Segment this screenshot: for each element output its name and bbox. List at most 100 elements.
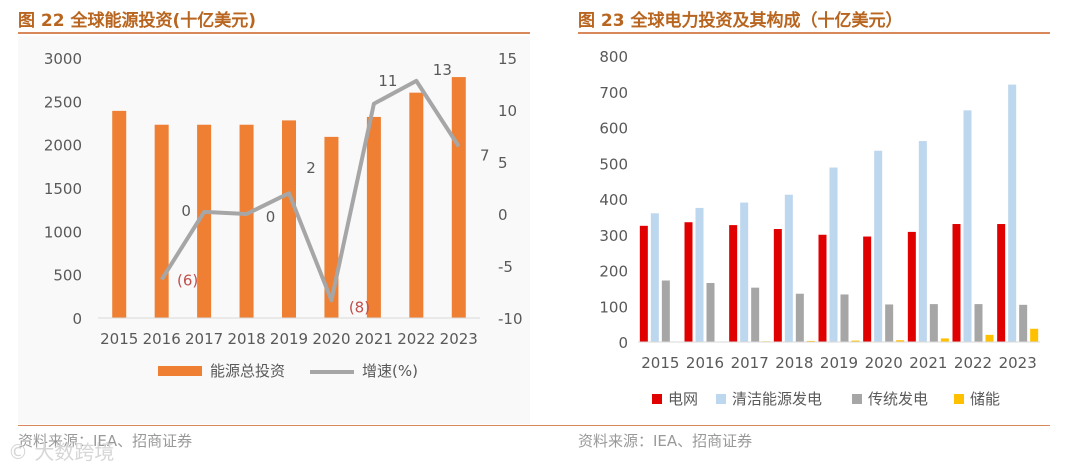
chart1-yright-tick-label: -5	[498, 258, 513, 276]
chart2-bar	[784, 194, 793, 342]
chart1-x-tick-label: 2022	[397, 330, 435, 348]
chart2-legend-swatch	[852, 394, 862, 404]
chart1-bar	[324, 136, 339, 318]
chart2-legend-swatch	[652, 394, 662, 404]
chart1-x-tick-label: 2017	[185, 330, 223, 348]
chart1-yleft-tick-label: 1000	[44, 223, 82, 241]
chart2-bar	[1019, 304, 1028, 342]
chart2-bar	[818, 234, 827, 342]
chart1-legend-label-line: 增速(%)	[362, 362, 418, 380]
chart1-bar	[239, 124, 254, 318]
chart2-legend-label: 传统发电	[868, 390, 928, 408]
chart2-y-tick-label: 400	[599, 191, 628, 209]
chart1-x-tick-label: 2018	[227, 330, 265, 348]
chart1-growth-data-label: (8)	[349, 298, 370, 316]
chart2-bar	[661, 280, 670, 342]
chart2-bar	[840, 294, 849, 342]
chart1-bar	[154, 124, 169, 318]
chart1-bar	[409, 92, 424, 318]
chart1-x-tick-label: 2016	[143, 330, 181, 348]
chart1-growth-data-label: 0	[181, 202, 191, 220]
chart1-growth-data-label: 0	[266, 208, 276, 226]
chart1-yright-tick-label: 0	[498, 206, 508, 224]
chart2-x-tick-label: 2018	[775, 354, 813, 372]
chart1-x-tick-label: 2023	[440, 330, 478, 348]
chart2-bar	[706, 283, 715, 342]
chart2-bar	[773, 229, 782, 342]
chart2-bar	[806, 340, 815, 342]
chart2-bar	[729, 225, 738, 342]
chart2-bar	[896, 340, 905, 342]
chart2-x-tick-label: 2015	[641, 354, 679, 372]
chart2-x-tick-label: 2019	[820, 354, 858, 372]
chart2-bar	[740, 202, 749, 342]
chart2-source: 资料来源：IEA、招商证券	[578, 432, 753, 450]
chart1-bar	[282, 120, 296, 319]
chart2-x-tick-label: 2016	[686, 354, 724, 372]
chart1-yright-tick-label: -10	[498, 310, 523, 328]
chart1-growth-data-label: (6)	[177, 272, 198, 290]
chart2-legend-swatch	[954, 394, 964, 404]
chart2-bar	[963, 110, 972, 342]
chart2-y-tick-label: 100	[599, 298, 628, 316]
chart1-yleft-tick-label: 0	[72, 310, 82, 328]
chart2-bar	[863, 236, 872, 342]
chart1-yleft-tick-label: 1500	[44, 180, 82, 198]
chart1-title: 图 22 全球能源投资(十亿美元)	[18, 11, 257, 31]
chart2-y-tick-label: 0	[618, 334, 628, 352]
chart2-bar	[974, 304, 983, 342]
chart2-title-rule	[578, 32, 1050, 34]
chart1: 0 500 1000 1500 2000 2500 3000 -10 -5 0 5 10 15 2015 2…	[44, 50, 523, 380]
chart2-bar	[940, 338, 949, 342]
chart1-bar	[366, 116, 381, 318]
chart2-bar	[829, 167, 838, 342]
chart2-x-tick-label: 2023	[999, 354, 1037, 372]
chart1-x-tick-label: 2021	[355, 330, 393, 348]
chart2-bar	[695, 207, 704, 342]
chart1-yleft-tick-label: 2000	[44, 137, 82, 155]
chart2-bar	[684, 222, 693, 342]
chart1-title-rule	[18, 32, 530, 34]
chart2-x-tick-label: 2022	[954, 354, 992, 372]
chart2-y-tick-label: 300	[599, 227, 628, 245]
chart2-bar	[1008, 84, 1017, 342]
bottom-rule	[18, 425, 1050, 426]
chart2-bar	[907, 231, 916, 342]
chart1-yleft-tick-label: 500	[53, 267, 82, 285]
chart1-legend-swatch-bar	[158, 366, 202, 376]
chart1-x-tick-label: 2015	[100, 330, 138, 348]
chart1-x-tick-label: 2020	[312, 330, 350, 348]
chart2-x-tick-label: 2021	[909, 354, 947, 372]
chart2-bar	[874, 150, 883, 342]
chart2-bar	[952, 224, 961, 342]
chart2-legend-label: 储能	[970, 390, 1000, 408]
chart1-bar	[197, 124, 212, 318]
chart2-bar	[639, 225, 648, 342]
chart1-x-tick-label: 2019	[270, 330, 308, 348]
chart2-bar	[997, 224, 1006, 342]
chart2-y-tick-label: 600	[599, 120, 628, 138]
chart2-bar	[885, 304, 894, 342]
chart1-growth-data-label: 7	[480, 146, 490, 164]
chart1-growth-data-label: 11	[378, 72, 397, 90]
chart1-yright-tick-label: 5	[498, 154, 508, 172]
chart2-bar	[985, 334, 994, 342]
chart1-growth-line	[159, 78, 461, 303]
chart1-yleft-tick-label: 3000	[44, 50, 82, 68]
chart2-bar	[795, 293, 804, 342]
chart2-y-tick-label: 800	[599, 48, 628, 66]
chart1-bar	[451, 77, 466, 318]
chart1-source: 资料来源：IEA、招商证券	[18, 432, 193, 450]
chart2-legend-label: 电网	[668, 390, 698, 408]
chart2-bar	[929, 304, 938, 342]
chart2-y-tick-label: 500	[599, 155, 628, 173]
chart2-y-tick-label: 700	[599, 84, 628, 102]
chart1-panel	[18, 36, 530, 424]
chart2-x-tick-label: 2020	[865, 354, 903, 372]
chart1-growth-data-label: 2	[306, 159, 316, 177]
chart2-legend-label: 清洁能源发电	[732, 390, 822, 408]
chart2-bar	[1030, 328, 1039, 342]
chart1-bar	[112, 110, 127, 318]
watermark: © 大数跨境	[8, 440, 115, 464]
chart1-legend-label-bar: 能源总投资	[210, 362, 285, 380]
